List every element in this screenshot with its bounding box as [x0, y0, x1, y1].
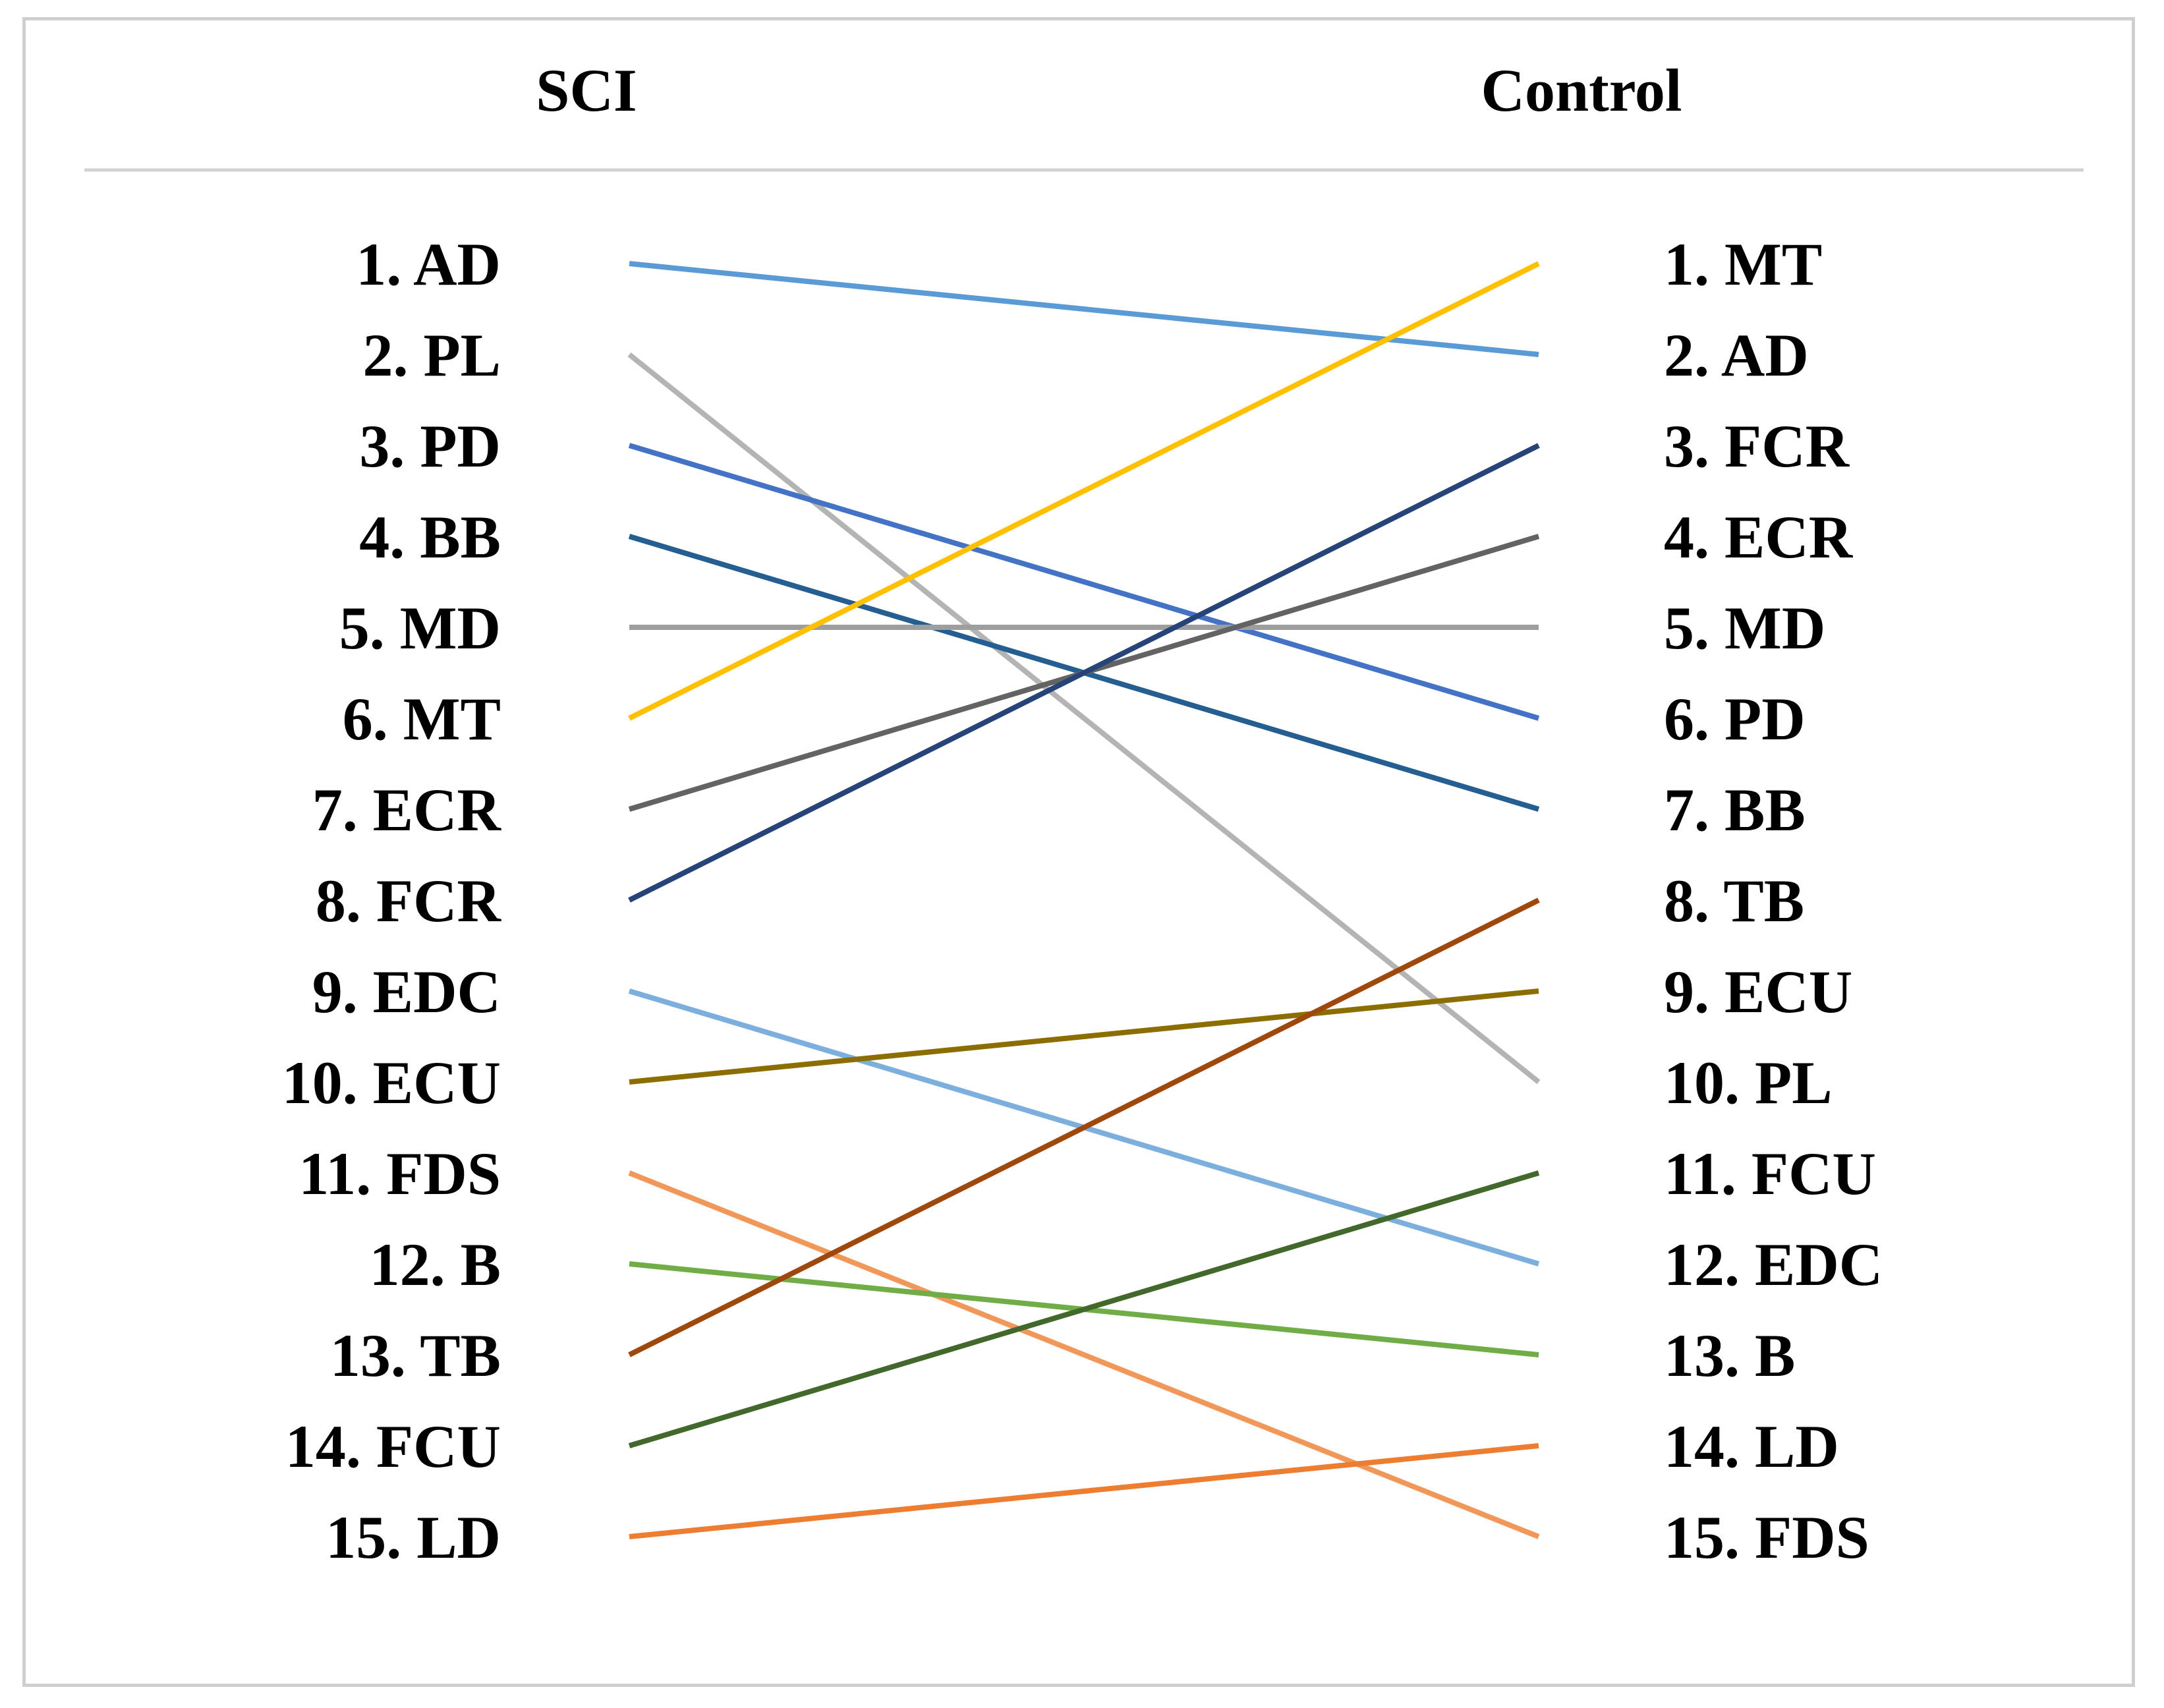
rank-links [627, 261, 1541, 1539]
rank-link-mt [628, 261, 1540, 721]
rank-link-fcu [628, 1170, 1540, 1448]
sci-rank-label: 7. ECR [312, 776, 502, 843]
sci-rank-label: 12. B [370, 1231, 501, 1298]
control-rank-label: 15. FDS [1664, 1504, 1869, 1571]
sci-rank-label: 4. BB [359, 503, 501, 571]
sci-rank-label: 15. LD [326, 1504, 501, 1571]
sci-rank-label: 13. TB [330, 1322, 501, 1389]
rank-link-fds [628, 1170, 1540, 1539]
control-rank-label: 9. ECU [1664, 958, 1852, 1025]
rank-link-fcr [628, 443, 1540, 903]
control-rank-label: 10. PL [1664, 1049, 1833, 1116]
sci-rank-label: 8. FCR [316, 867, 502, 934]
control-rank-label: 1. MT [1664, 231, 1822, 298]
control-rank-label: 3. FCR [1664, 413, 1850, 480]
control-label-column: 1. MT 2. AD 3. FCR 4. ECR 5. MD 6. PD 7. BB 8. … [1664, 231, 1883, 1571]
control-rank-label: 8. TB [1664, 867, 1804, 934]
figure-frame [22, 17, 2135, 1687]
control-rank-label: 6. PD [1664, 685, 1806, 753]
rank-link-ad [629, 261, 1539, 357]
sci-rank-label: 9. EDC [312, 958, 501, 1025]
control-header: Control [1481, 57, 1682, 124]
control-rank-label: 14. LD [1664, 1413, 1839, 1480]
sci-rank-label: 10. ECU [282, 1049, 501, 1116]
rank-link-tb [628, 897, 1540, 1357]
sci-rank-label: 6. MT [343, 685, 501, 753]
control-rank-label: 5. MD [1664, 594, 1825, 662]
control-rank-label: 11. FCU [1664, 1140, 1876, 1207]
rank-link-pl [627, 352, 1541, 1085]
sci-label-column: 1. AD 2. PL 3. PD 4. BB 5. MD 6. MT 7. ECR 8. F… [282, 231, 502, 1571]
sci-rank-label: 3. PD [359, 413, 501, 480]
sci-rank-label: 14. FCU [285, 1413, 501, 1480]
sci-rank-label: 1. AD [356, 231, 501, 298]
rank-link-ld [629, 1443, 1539, 1539]
control-rank-label: 12. EDC [1664, 1231, 1883, 1298]
control-rank-label: 7. BB [1664, 776, 1806, 843]
control-rank-label: 2. AD [1664, 322, 1809, 389]
control-rank-label: 13. B [1664, 1322, 1795, 1389]
sci-rank-label: 11. FDS [299, 1140, 501, 1207]
sci-rank-label: 2. PL [362, 322, 501, 389]
rank-link-pd [628, 443, 1540, 721]
rank-link-ecu [629, 988, 1539, 1085]
sci-rank-label: 5. MD [339, 594, 501, 662]
sci-header: SCI [536, 57, 637, 124]
control-rank-label: 4. ECR [1664, 503, 1854, 571]
